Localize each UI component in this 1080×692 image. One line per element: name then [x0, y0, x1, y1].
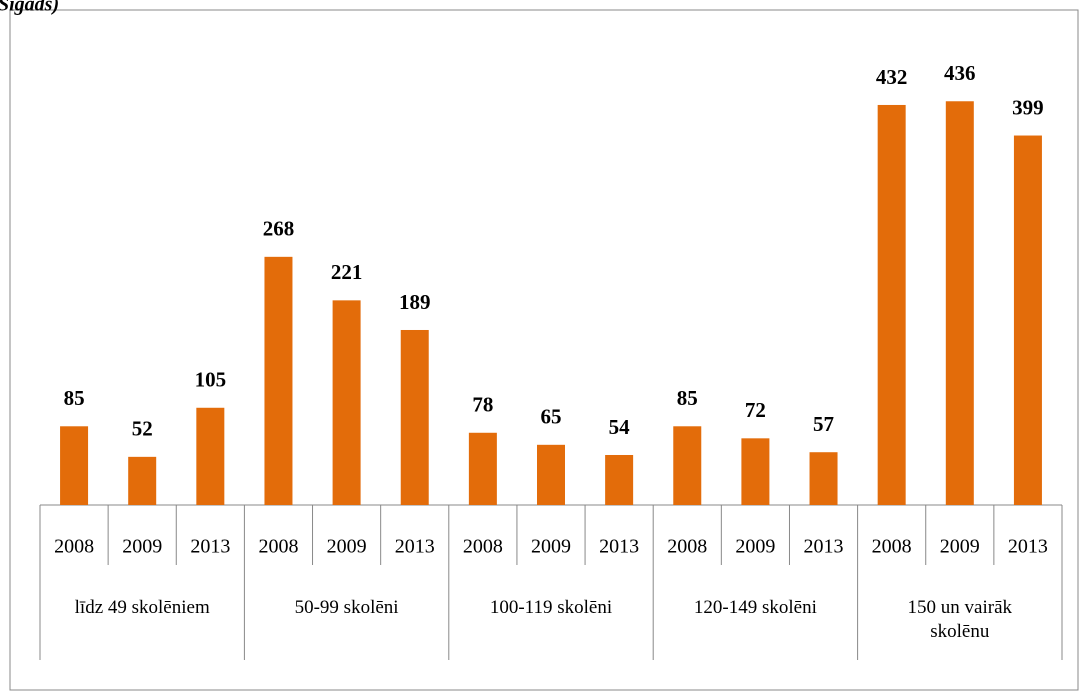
data-label: 85 — [677, 386, 698, 410]
bar — [945, 101, 974, 505]
bar — [264, 256, 293, 505]
data-label: 399 — [1012, 95, 1044, 119]
group-label: 50-99 skolēni — [294, 597, 399, 618]
x-tick-label: 2008 — [258, 536, 298, 558]
x-tick-label: 2008 — [667, 536, 707, 558]
data-label: 72 — [745, 398, 766, 422]
bar — [1013, 135, 1042, 505]
data-label: 78 — [472, 393, 493, 417]
data-label: 85 — [64, 386, 85, 410]
x-tick-label: 2009 — [735, 536, 775, 558]
group-label: 100-119 skolēni — [489, 597, 613, 618]
x-tick-label: 2013 — [1008, 536, 1048, 558]
x-tick-label: 2009 — [122, 536, 162, 558]
bar — [400, 329, 429, 505]
data-label: 432 — [876, 65, 908, 89]
bar — [128, 456, 157, 505]
x-tick-label: 2008 — [872, 536, 912, 558]
chart-frame — [9, 9, 1079, 691]
bar — [196, 407, 225, 505]
data-label: 221 — [331, 260, 363, 284]
data-label: 52 — [132, 417, 153, 441]
bar — [605, 454, 634, 505]
bar — [332, 300, 361, 505]
group-label: 150 un vairāk skolēnu — [907, 597, 1013, 642]
data-label: 105 — [195, 368, 227, 392]
data-label: 189 — [399, 290, 431, 314]
bar — [537, 444, 565, 505]
group-label: 120-149 skolēni — [693, 597, 817, 618]
bar — [877, 104, 906, 505]
x-tick-label: 2008 — [54, 536, 94, 558]
data-label: 268 — [263, 217, 295, 241]
x-tick-label: 2009 — [327, 536, 367, 558]
chart-title: Sigads) — [0, 0, 59, 16]
group-label: līdz 49 skolēniem — [74, 597, 210, 618]
data-label: 436 — [944, 61, 976, 85]
bar — [809, 452, 838, 505]
x-tick-label: 2013 — [599, 536, 639, 558]
data-label: 54 — [609, 415, 631, 439]
x-tick-label: 2013 — [190, 536, 230, 558]
x-tick-label: 2008 — [463, 536, 503, 558]
bar — [673, 426, 702, 505]
bar — [741, 438, 770, 505]
data-label: 57 — [813, 412, 834, 436]
data-label: 65 — [541, 405, 562, 429]
x-tick-label: 2013 — [804, 536, 844, 558]
x-tick-label: 2009 — [940, 536, 980, 558]
bar — [468, 432, 497, 505]
bar — [60, 426, 89, 505]
x-tick-label: 2009 — [531, 536, 571, 558]
x-tick-label: 2013 — [395, 536, 435, 558]
